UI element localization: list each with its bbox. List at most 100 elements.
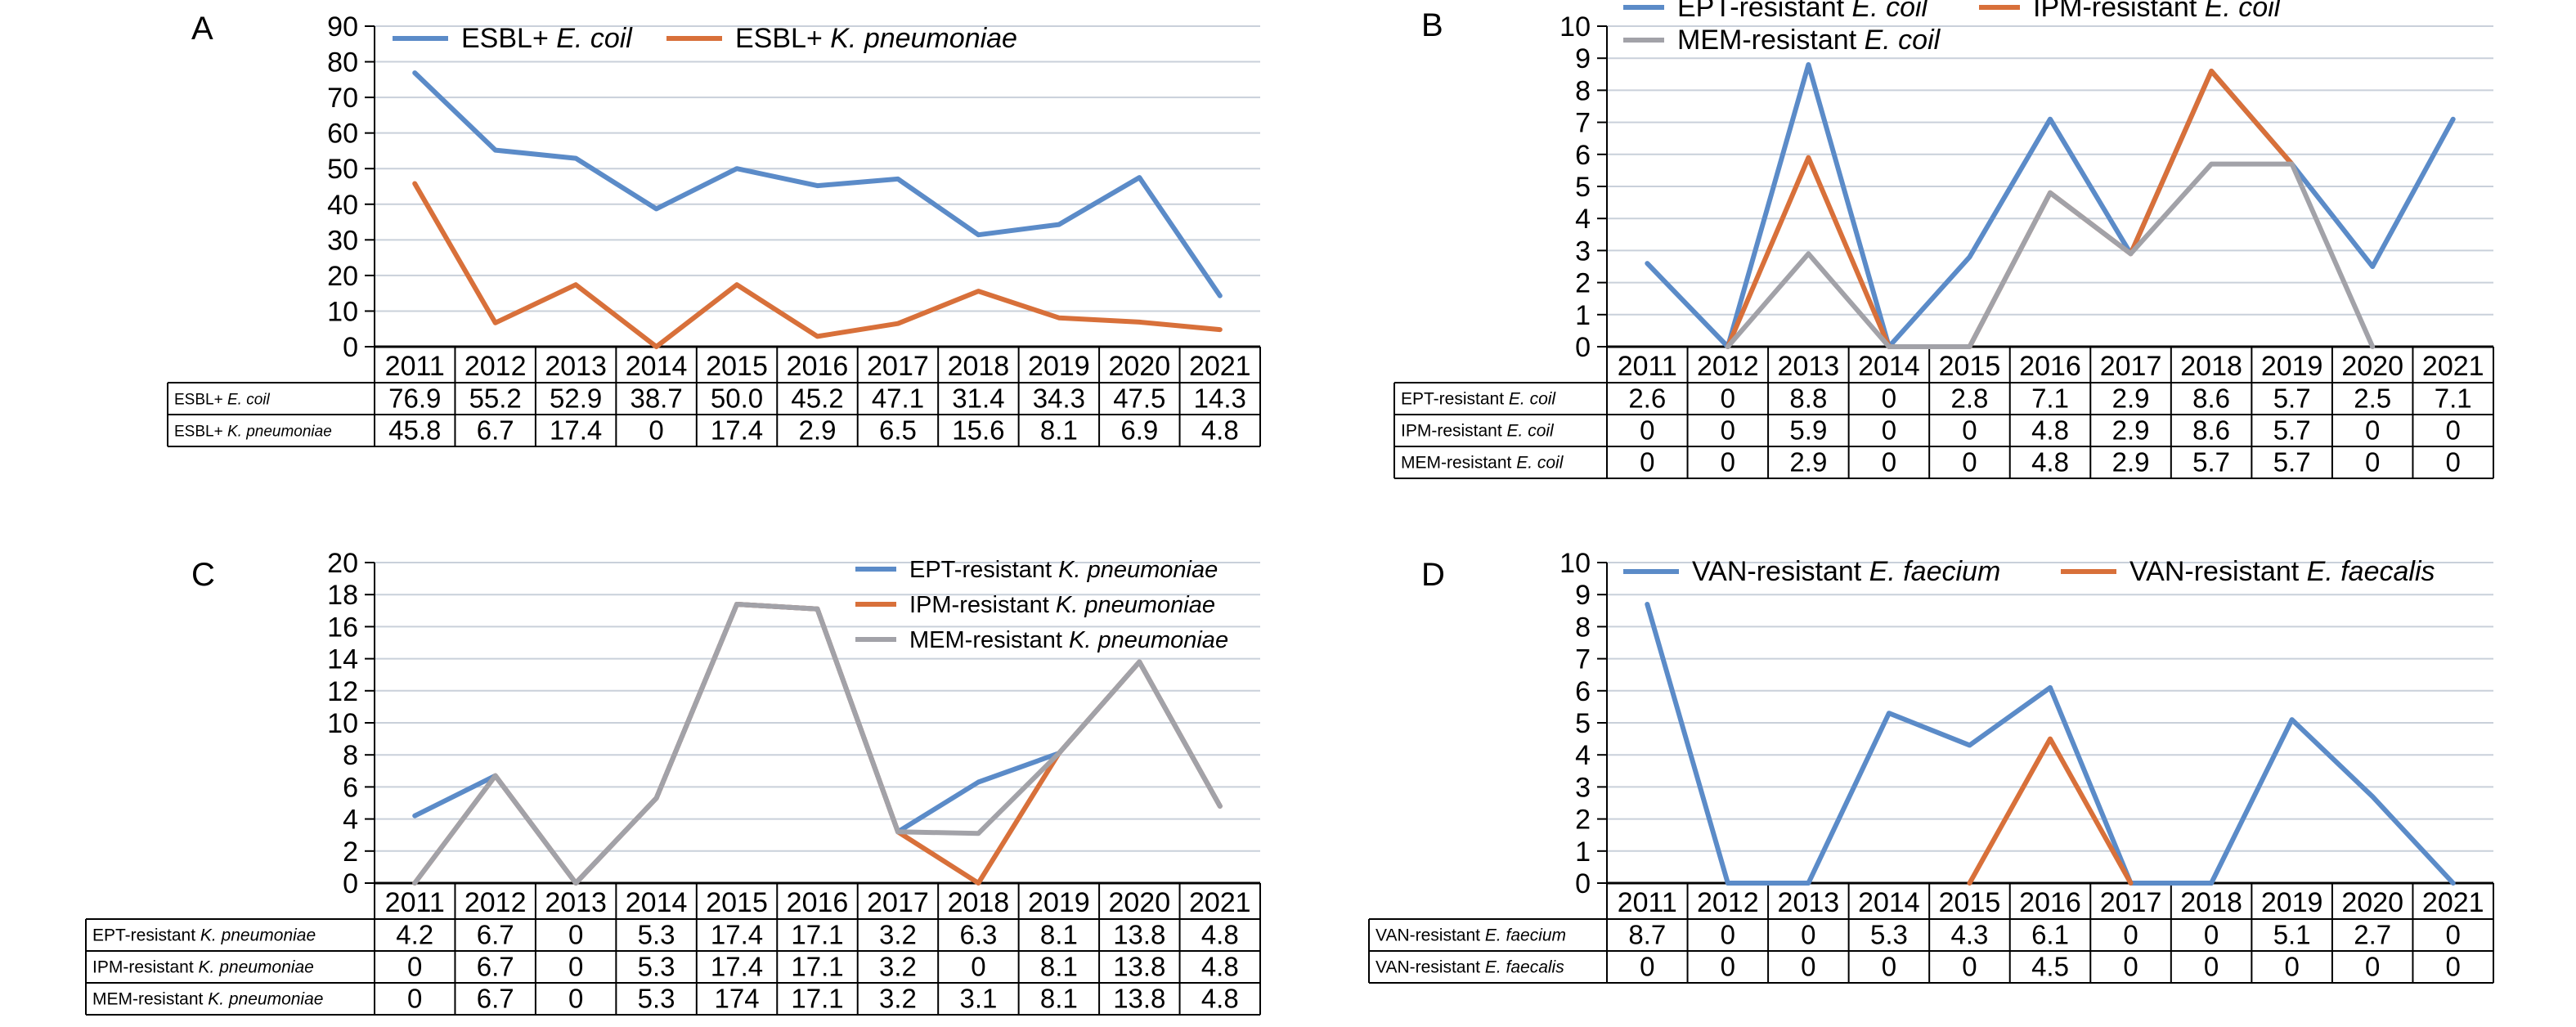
series-line [1725, 161, 2376, 349]
table-cell: 3.2 [879, 951, 917, 981]
table-cell: 0 [1882, 415, 1896, 445]
table-row-label-species: E. coil [1509, 390, 1557, 409]
x-category-label: 2014 [1858, 887, 1920, 918]
table-cell: 6.7 [477, 983, 514, 1013]
table-cell: 8.6 [2192, 415, 2230, 445]
y-tick-label: 10 [1560, 548, 1591, 579]
y-tick-label: 1 [1575, 300, 1591, 331]
table-cell: 0 [2446, 415, 2461, 445]
panel-label: D [1421, 557, 1445, 593]
table-cell: 8.7 [1628, 919, 1666, 949]
legend-entry-species: E. coil [556, 23, 633, 54]
table-cell: 2.9 [1789, 446, 1827, 477]
table-cell: 45.8 [388, 415, 441, 445]
table-cell: 0 [2446, 446, 2461, 477]
table-cell: 4.8 [1201, 983, 1239, 1013]
table-row-label-species: K. pneumoniae [200, 926, 316, 945]
table-row-label-species: E. coil [227, 392, 271, 409]
y-tick-label: 90 [327, 11, 358, 43]
legend-entry: IPM-resistant E. coil [2033, 0, 2282, 23]
x-category-label: 2016 [787, 887, 849, 918]
table-row-label-prefix: EPT-resistant [92, 926, 200, 945]
table-cell: 47.5 [1113, 383, 1165, 413]
table-cell: 52.9 [550, 383, 602, 413]
legend-entry-species: E. faecalis [2307, 556, 2435, 587]
y-tick-label: 80 [327, 47, 358, 78]
y-tick-label: 14 [327, 644, 358, 675]
table-row-label-species: E. coil [1507, 422, 1555, 441]
table-cell: 8.1 [1040, 983, 1078, 1013]
x-category-label: 2017 [2100, 351, 2162, 382]
table-cell: 0 [568, 983, 583, 1013]
legend-entry-prefix: IPM-resistant [2033, 0, 2205, 23]
y-tick-label: 2 [343, 836, 358, 868]
table-cell: 6.1 [2031, 919, 2069, 949]
legend-entry-prefix: EPT-resistant [909, 557, 1058, 583]
series-line [412, 602, 1223, 886]
legend-entry-prefix: MEM-resistant [909, 627, 1069, 653]
series-line [1645, 602, 2456, 886]
x-category-label: 2014 [626, 351, 688, 382]
table-cell: 0 [1721, 383, 1735, 413]
table-cell: 0 [407, 983, 422, 1013]
x-category-label: 2012 [464, 887, 527, 918]
table-cell: 6.9 [1120, 415, 1158, 445]
y-tick-label: 10 [327, 708, 358, 739]
x-category-label: 2012 [1697, 887, 1759, 918]
table-row-label: MEM-resistant E. coil [1401, 454, 1564, 473]
table-cell: 4.8 [2031, 446, 2069, 477]
y-tick-label: 2 [1575, 268, 1591, 299]
legend: ESBL+ E. coil ESBL+ K. pneumoniae [393, 23, 1017, 54]
table-cell: 17.1 [791, 951, 843, 981]
table-cell: 38.7 [630, 383, 682, 413]
table-cell: 0 [568, 951, 583, 981]
x-category-label: 2012 [464, 351, 527, 382]
table-cell: 0 [2446, 919, 2461, 949]
y-tick-label: 16 [327, 612, 358, 643]
table-cell: 17.1 [791, 919, 843, 949]
table-cell: 0 [1962, 415, 1977, 445]
y-tick-label: 30 [327, 225, 358, 256]
y-tick-label: 3 [1575, 772, 1591, 803]
legend: EPT-resistant E. coil IPM-resistant E. co… [1623, 0, 2282, 56]
table-cell: 17.4 [711, 919, 763, 949]
legend: EPT-resistant K. pneumoniaeIPM-resistant… [855, 557, 1228, 653]
table-cell: 3.2 [879, 919, 917, 949]
table-row-label: IPM-resistant E. coil [1401, 422, 1555, 441]
table-cell: 76.9 [388, 383, 441, 413]
legend-entry: ESBL+ K. pneumoniae [735, 23, 1017, 54]
table-cell: 174 [715, 983, 760, 1013]
x-category-label: 2016 [2019, 887, 2081, 918]
y-tick-label: 0 [1575, 332, 1591, 363]
legend-entry: IPM-resistant K. pneumoniae [909, 592, 1215, 618]
x-category-label: 2020 [2341, 887, 2403, 918]
y-tick-label: 6 [343, 772, 358, 803]
table-cell: 0 [1640, 951, 1654, 981]
x-category-label: 2018 [2180, 351, 2242, 382]
table-row-label: EPT-resistant E. coil [1401, 390, 1556, 409]
table-row-label: ESBL+ E. coil [174, 392, 270, 409]
legend: VAN-resistant E. faecium VAN-resistant E.… [1623, 556, 2435, 587]
y-tick-label: 60 [327, 119, 358, 150]
x-category-label: 2015 [1939, 351, 2001, 382]
table-cell: 8.1 [1040, 951, 1078, 981]
legend-entry-prefix: MEM-resistant [1677, 25, 1865, 56]
x-category-label: 2011 [1618, 351, 1677, 382]
table-cell: 0 [407, 951, 422, 981]
legend-entry-species: E. coil [2205, 0, 2282, 23]
table-row-label-species: K. pneumoniae [208, 990, 323, 1009]
table-cell: 4.5 [2031, 951, 2069, 981]
table-cell: 5.3 [638, 951, 675, 981]
y-tick-label: 40 [327, 190, 358, 221]
legend-entry-prefix: VAN-resistant [2129, 556, 2307, 587]
table-cell: 2.6 [1628, 383, 1666, 413]
legend-entry-species: E. faecium [1869, 556, 2001, 587]
table-cell: 8.6 [2192, 383, 2230, 413]
table-cell: 2.8 [1951, 383, 1989, 413]
table-cell: 17.4 [711, 951, 763, 981]
table-cell: 5.3 [638, 983, 675, 1013]
x-category-label: 2021 [1189, 887, 1251, 918]
table-cell: 5.7 [2273, 415, 2311, 445]
table-cell: 0 [1882, 383, 1896, 413]
